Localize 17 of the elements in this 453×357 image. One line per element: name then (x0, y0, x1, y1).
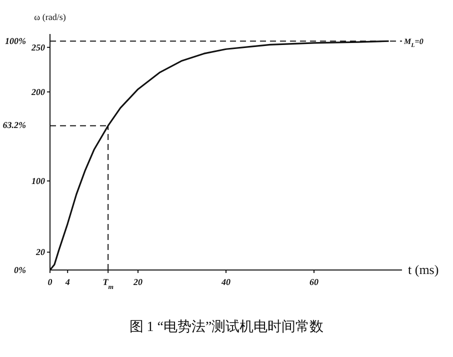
annotation: M$_{L}$=0 (403, 37, 424, 50)
y-axis-title: ω (rad/s) (34, 12, 66, 22)
x-tick-label: 20 (132, 277, 143, 287)
y-tick-label: 20 (35, 247, 46, 258)
y2-tick-label: 100% (5, 36, 26, 46)
y-tick-label: 100 (32, 176, 46, 186)
x-tick-label: T$_{m}$ (102, 277, 114, 290)
y-tick-label: 250 (30, 42, 46, 52)
x-tick-label: 40 (220, 277, 231, 287)
y2-tick-label: 0% (14, 265, 26, 275)
x-axis-title: t (ms) (408, 262, 439, 277)
y2-tick-label: 63.2% (2, 120, 26, 130)
y-tick-label: 200 (30, 86, 46, 97)
x-tick-label: 0 (48, 277, 53, 287)
text: 图 1 “电势法”测试机电时间常数 (128, 318, 325, 336)
x-tick-label: 60 (310, 277, 319, 287)
x-tick-label: 4 (64, 277, 70, 287)
